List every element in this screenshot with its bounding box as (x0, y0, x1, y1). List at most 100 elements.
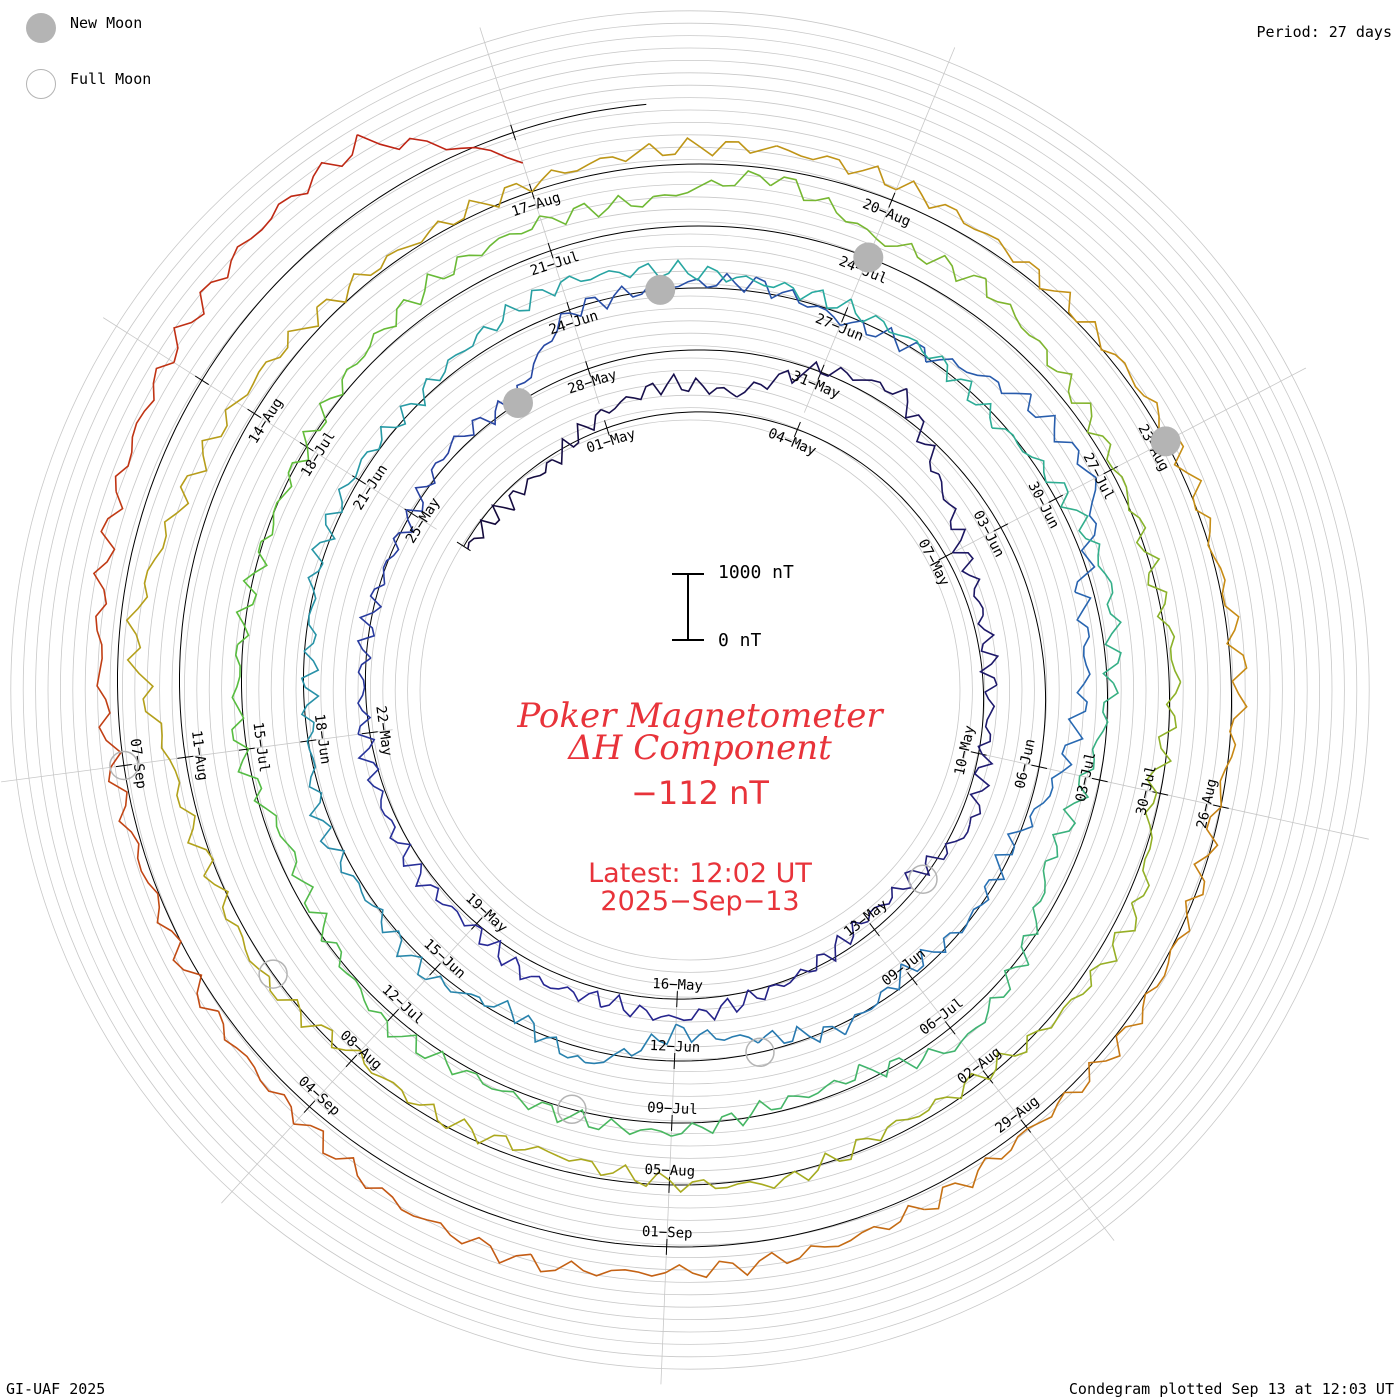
date-label: 15−Jun (420, 936, 468, 982)
trace-segment (1074, 591, 1092, 685)
grid-circle (394, 394, 986, 986)
chart-title: Poker Magnetometer (517, 696, 883, 736)
trace-segment (968, 753, 994, 825)
trace-segment (858, 1041, 962, 1078)
spiral-tick (907, 972, 918, 986)
trace-segment (850, 298, 930, 360)
trace-segment (1027, 1035, 1121, 1130)
trace-segment (1219, 680, 1248, 807)
trace-segment (815, 920, 869, 971)
trace-segment (235, 541, 268, 646)
date-label: 04−May (766, 425, 819, 459)
trace-segment (475, 1073, 571, 1124)
trace-segment (570, 282, 660, 318)
credit-label: GI-UAF 2025 (6, 1380, 106, 1398)
spiral-tick (566, 302, 573, 318)
grid-spoke (479, 27, 600, 405)
zero-spiral (117, 103, 1232, 1248)
trace-segment (249, 134, 358, 240)
spiral-tick (194, 375, 209, 386)
trace-segment (400, 1208, 532, 1265)
trace-segment (1070, 902, 1138, 1001)
trace-segment (671, 1099, 772, 1137)
trace-segment (938, 473, 967, 554)
trace-segment (107, 767, 159, 895)
spiral-tick (993, 523, 1009, 532)
trace-segment (114, 361, 175, 492)
trace-segment (799, 1204, 925, 1259)
trace-segment (783, 1127, 889, 1182)
trace-segment (475, 924, 532, 981)
spiral-tick (585, 361, 592, 377)
grid-spoke (982, 754, 1369, 840)
scale-top-label: 1000 nT (718, 562, 794, 583)
spiral-tick (456, 541, 471, 552)
trace-segment (306, 740, 332, 828)
spiral-tick (303, 1100, 316, 1113)
date-label: 12−Jul (379, 982, 427, 1028)
trace-segment (293, 1123, 402, 1210)
date-label: 12−Jun (649, 1038, 700, 1056)
date-label: 06−Jul (917, 995, 967, 1039)
trace-segment (319, 826, 374, 907)
trace-segment (960, 964, 1029, 1043)
trace-segment (406, 444, 452, 513)
spiral-tick (841, 307, 849, 323)
trace-segment (356, 583, 385, 659)
grid-circle (245, 245, 1135, 1135)
grid-circle (72, 72, 1308, 1308)
trace-segment (414, 873, 476, 927)
trace-segment (928, 355, 993, 429)
spiral-tick (944, 1021, 956, 1035)
trace-segment (382, 509, 415, 585)
trace-segment (1112, 468, 1161, 574)
trace-segment (237, 748, 289, 845)
trace-segment (173, 238, 251, 363)
trace-segment (303, 562, 324, 652)
trace-segment (952, 551, 984, 616)
trace-segment (420, 182, 533, 243)
trace-segment (747, 968, 817, 1001)
trace-segment (1147, 573, 1182, 683)
trace-segment (665, 1251, 801, 1279)
trace-segment (380, 807, 423, 874)
trace-segment (508, 459, 553, 511)
trace-segment (600, 382, 668, 414)
trace-segment (359, 1050, 447, 1130)
spiral-tick (817, 364, 825, 380)
grid-circle (159, 159, 1221, 1221)
spiral-tick (345, 1054, 358, 1068)
spiral-tick (1091, 777, 1108, 783)
trace-segment (302, 355, 366, 448)
trace-segment (1146, 681, 1182, 794)
grid-circle (146, 146, 1234, 1234)
grid-circle (84, 84, 1296, 1296)
trace-segment (1027, 393, 1097, 479)
trace-segment (386, 1021, 477, 1076)
trace-segment (1173, 435, 1215, 558)
full-moon-marker (109, 750, 139, 781)
trace-segment (551, 409, 602, 466)
trace-segment (675, 1023, 759, 1044)
grid-circle (60, 60, 1320, 1320)
grid-circle (183, 183, 1197, 1197)
date-label: 11−Aug (188, 729, 211, 781)
current-value: −112 nT (631, 774, 769, 812)
trace-segment (168, 759, 215, 877)
date-label: 31−May (789, 368, 842, 402)
trace-segment (126, 634, 171, 760)
trace-segment (770, 176, 877, 240)
trace-segment (96, 630, 122, 768)
trace-segment (900, 916, 971, 973)
grid-circle (270, 270, 1110, 1110)
trace-segment (530, 1253, 666, 1277)
spiral-tick (510, 124, 517, 141)
full-moon-legend-label: Full Moon (70, 70, 152, 88)
full-moon-marker (258, 959, 288, 989)
grid-spoke (1, 729, 393, 783)
latest-time: Latest: 12:02 UT (588, 858, 812, 889)
spiral-tick (238, 747, 255, 751)
trace-segment (1057, 370, 1114, 470)
spiral-tick (1020, 1119, 1032, 1133)
